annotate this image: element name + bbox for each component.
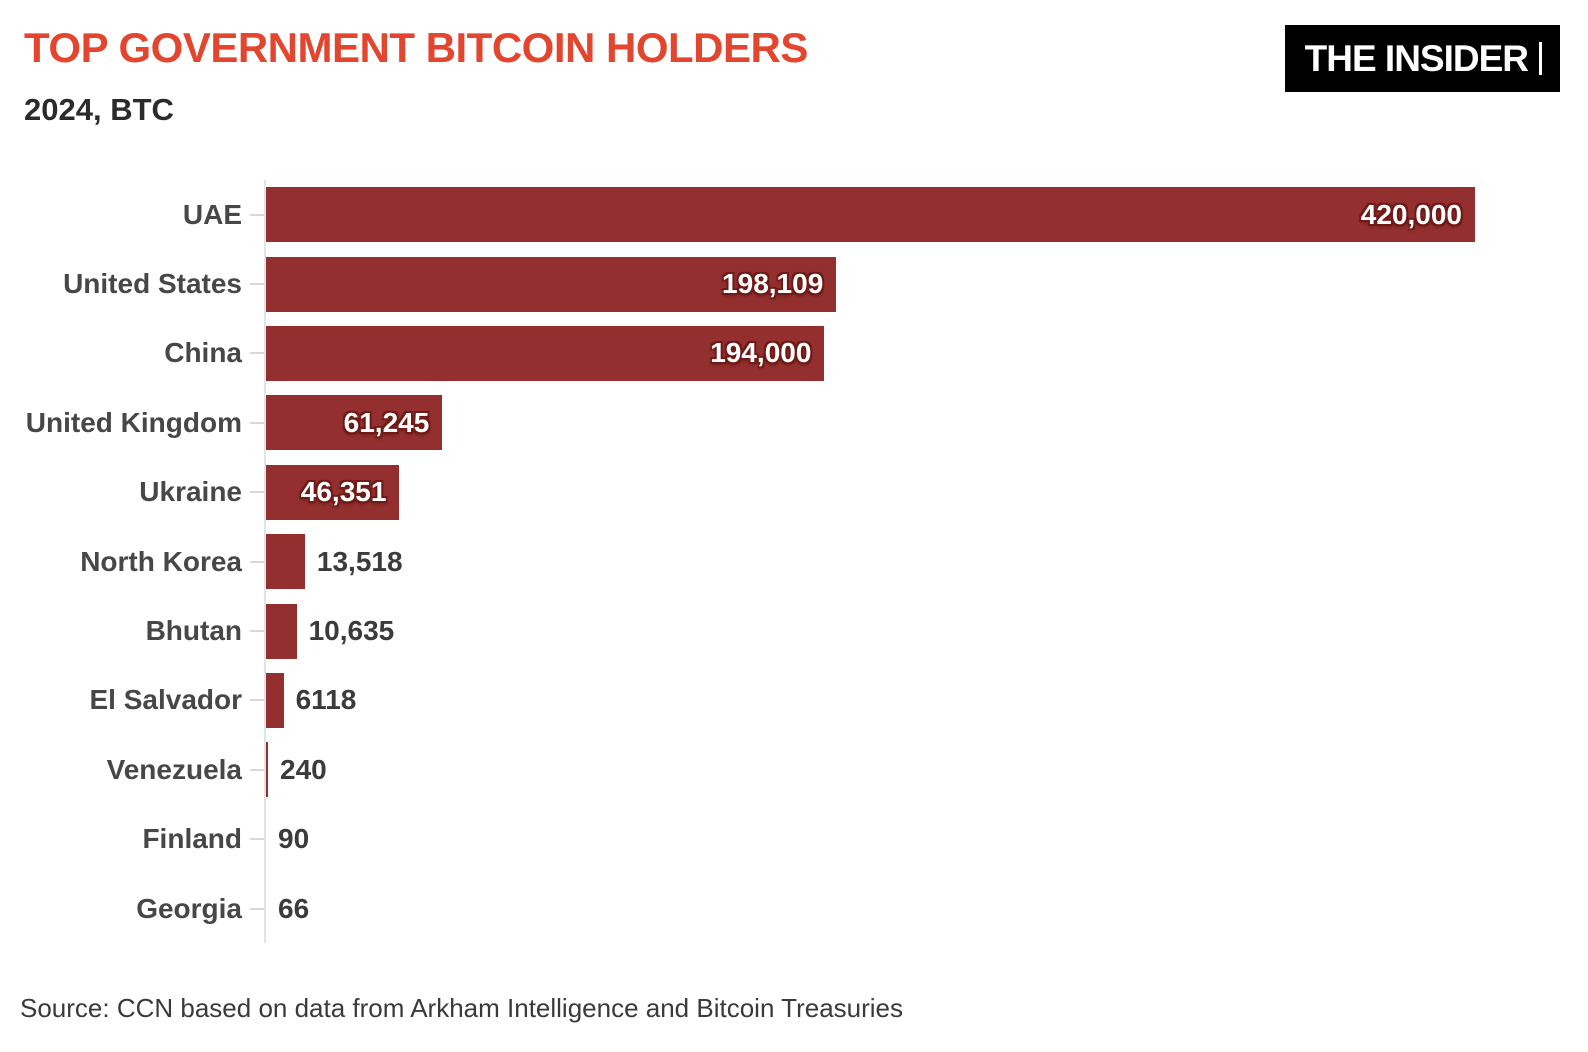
page-subtitle: 2024, BTC <box>24 92 174 127</box>
category-label: United Kingdom <box>25 406 242 438</box>
plot-area: 6118 <box>264 665 1588 736</box>
value-label: 10,635 <box>308 615 395 647</box>
category-label: United States <box>63 268 242 300</box>
bar <box>266 672 284 728</box>
bar <box>266 742 268 798</box>
plot-area: 66 <box>264 873 1588 944</box>
chart-row: Venezuela 240 <box>0 735 1588 805</box>
value-label: 198,109 <box>722 268 824 300</box>
logo-cursor-icon <box>1539 42 1542 75</box>
tick-dash <box>250 560 264 563</box>
category-label: Bhutan <box>145 615 242 647</box>
source-note: Source: CCN based on data from Arkham In… <box>20 993 904 1023</box>
value-label: 90 <box>278 823 310 855</box>
tick-dash <box>250 491 264 494</box>
bar: 61,245 <box>266 395 443 451</box>
bar: 420,000 <box>266 187 1475 243</box>
page-title: TOP GOVERNMENT BITCOIN HOLDERS <box>24 24 808 71</box>
category-label: Venezuela <box>106 753 242 785</box>
bar <box>266 603 297 659</box>
tick-dash <box>250 907 264 910</box>
chart-row: El Salvador 6118 <box>0 665 1588 736</box>
value-label: 194,000 <box>710 337 812 369</box>
category-label: El Salvador <box>89 684 242 716</box>
axis-tick <box>242 596 264 665</box>
plot-area: 13,518 <box>264 526 1588 597</box>
plot-area: 240 <box>264 735 1588 805</box>
value-label: 61,245 <box>343 406 430 438</box>
chart-row: North Korea 13,518 <box>0 526 1588 597</box>
chart-row: Finland 90 <box>0 804 1588 874</box>
plot-area: 198,109 <box>264 249 1588 319</box>
axis-tick <box>242 527 264 596</box>
category-label: Ukraine <box>139 476 242 508</box>
category-label: North Korea <box>80 545 242 577</box>
category-label: Georgia <box>136 892 242 924</box>
tick-dash <box>250 630 264 633</box>
chart-row: United Kingdom 61,245 <box>0 388 1588 458</box>
category-label: UAE <box>182 198 242 230</box>
axis-tick <box>242 180 264 249</box>
chart-row: United States 198,109 <box>0 249 1588 319</box>
plot-area: 46,351 <box>264 457 1588 527</box>
value-label: 240 <box>280 753 327 785</box>
bar <box>266 534 305 590</box>
plot-area: 420,000 <box>264 180 1588 250</box>
the-insider-logo: THE INSIDER <box>1284 25 1560 92</box>
axis-tick <box>242 666 264 735</box>
logo-text: THE INSIDER <box>1304 37 1529 79</box>
category-label: China <box>164 337 242 369</box>
value-label: 13,518 <box>316 545 403 577</box>
value-label: 420,000 <box>1360 198 1462 230</box>
value-label: 6118 <box>295 684 357 716</box>
chart-row: UAE 420,000 <box>0 180 1588 250</box>
tick-dash <box>250 213 264 216</box>
axis-tick <box>242 735 264 804</box>
axis-tick <box>242 458 264 527</box>
axis-tick <box>242 319 264 388</box>
plot-area: 194,000 <box>264 318 1588 389</box>
axis-tick <box>242 249 264 318</box>
chart-row: Georgia 66 <box>0 873 1588 944</box>
tick-dash <box>250 699 264 702</box>
value-label: 46,351 <box>300 476 387 508</box>
chart: UAE 420,000 United States 198,109 China 194,0… <box>0 180 1588 944</box>
axis-tick <box>242 388 264 457</box>
tick-dash <box>250 283 264 286</box>
bar: 198,109 <box>266 256 837 312</box>
plot-area: 61,245 <box>264 388 1588 458</box>
category-label: Finland <box>142 823 242 855</box>
plot-area: 90 <box>264 804 1588 874</box>
axis-tick <box>242 874 264 943</box>
plot-area: 10,635 <box>264 596 1588 666</box>
bar: 46,351 <box>266 464 400 520</box>
tick-dash <box>250 352 264 355</box>
bar: 194,000 <box>266 325 825 381</box>
tick-dash <box>250 768 264 771</box>
chart-row: China 194,000 <box>0 318 1588 389</box>
tick-dash <box>250 838 264 841</box>
tick-dash <box>250 421 264 424</box>
chart-row: Ukraine 46,351 <box>0 457 1588 527</box>
axis-tick <box>242 805 264 874</box>
value-label: 66 <box>278 892 310 924</box>
chart-row: Bhutan 10,635 <box>0 596 1588 666</box>
